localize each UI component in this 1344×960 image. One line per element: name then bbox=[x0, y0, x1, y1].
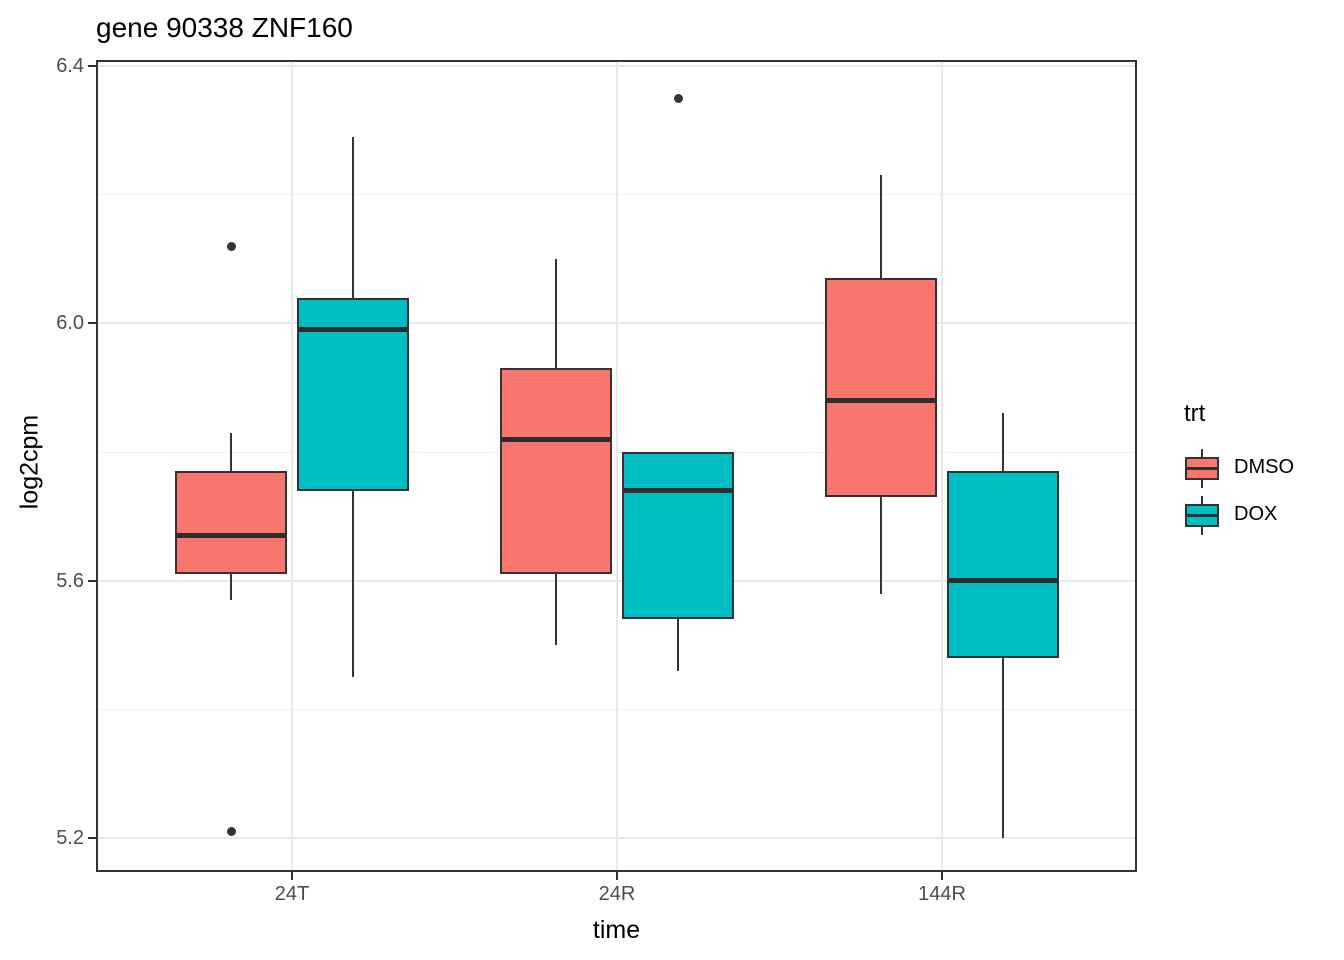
boxplot-box-24R-DMSO bbox=[500, 368, 612, 575]
x-tick-label-24T: 24T bbox=[274, 883, 310, 905]
whisker-upper-24R-DMSO bbox=[555, 259, 557, 369]
gridline-major-x-24T bbox=[291, 60, 293, 872]
whisker-upper-24T-DOX bbox=[352, 136, 354, 298]
x-tick-label-24R: 24R bbox=[598, 883, 636, 905]
legend-title: trt bbox=[1184, 400, 1206, 427]
legend-key-whisker-bottom bbox=[1201, 526, 1203, 535]
median-line-24R-DOX bbox=[624, 488, 732, 494]
y-tick-6.0 bbox=[88, 322, 96, 325]
y-tick-label-6.0: 6.0 bbox=[56, 312, 84, 335]
whisker-lower-24T-DMSO bbox=[230, 574, 232, 600]
gridline-major-x-144R bbox=[941, 60, 943, 872]
whisker-lower-24T-DOX bbox=[352, 490, 354, 678]
y-tick-5.2 bbox=[88, 837, 96, 839]
legend-entry-DMSO: DMSO bbox=[1178, 444, 1294, 491]
legend-key-whisker-top bbox=[1201, 495, 1203, 504]
x-tick-24R bbox=[616, 872, 618, 880]
y-tick-5.6 bbox=[88, 579, 96, 582]
boxplot-box-24R-DOX bbox=[622, 452, 734, 620]
median-line-144R-DMSO bbox=[827, 398, 935, 404]
whisker-upper-144R-DOX bbox=[1002, 413, 1004, 472]
y-tick-label-5.2: 5.2 bbox=[56, 827, 84, 849]
x-tick-144R bbox=[941, 872, 943, 880]
y-tick-label-5.6: 5.6 bbox=[56, 569, 84, 592]
legend-label-DMSO: DMSO bbox=[1234, 456, 1294, 478]
whisker-upper-144R-DMSO bbox=[880, 175, 882, 279]
legend-key-DMSO bbox=[1184, 447, 1220, 489]
legend-key-whisker-bottom bbox=[1201, 479, 1203, 488]
boxplot-box-24T-DOX bbox=[297, 297, 409, 491]
outlier-point-24T-DMSO bbox=[226, 827, 236, 837]
legend-entry-DOX: DOX bbox=[1178, 491, 1294, 538]
whisker-upper-24T-DMSO bbox=[230, 432, 232, 472]
legend-label-DOX: DOX bbox=[1234, 503, 1278, 525]
median-line-24T-DOX bbox=[299, 327, 407, 333]
y-tick-6.4 bbox=[88, 65, 96, 67]
x-tick-24T bbox=[291, 872, 293, 880]
x-axis-title: time bbox=[592, 916, 641, 944]
boxplot-box-24T-DMSO bbox=[175, 471, 287, 575]
whisker-lower-144R-DOX bbox=[1002, 657, 1004, 838]
boxplot-box-144R-DMSO bbox=[825, 278, 937, 498]
y-tick-label-6.4: 6.4 bbox=[56, 55, 84, 77]
y-axis-title: log2cpm bbox=[15, 414, 44, 510]
whisker-lower-24R-DOX bbox=[677, 619, 679, 671]
median-line-144R-DOX bbox=[949, 578, 1057, 584]
outlier-point-24T-DMSO bbox=[226, 241, 236, 251]
x-tick-label-144R: 144R bbox=[918, 883, 966, 905]
legend-key-median bbox=[1185, 466, 1219, 470]
legend: trt DMSO DOX bbox=[1178, 400, 1294, 538]
gridline-major-x-24R bbox=[616, 60, 618, 872]
whisker-lower-144R-DMSO bbox=[880, 497, 882, 594]
chart-title: gene 90338 ZNF160 bbox=[96, 12, 353, 43]
plot-panel bbox=[96, 60, 1137, 872]
legend-rows: DMSO DOX bbox=[1178, 444, 1294, 538]
legend-key-whisker-top bbox=[1201, 448, 1203, 457]
legend-key-DOX bbox=[1184, 494, 1220, 536]
median-line-24T-DMSO bbox=[177, 533, 285, 539]
whisker-lower-24R-DMSO bbox=[555, 574, 557, 645]
legend-key-median bbox=[1185, 513, 1219, 517]
boxplot-box-144R-DOX bbox=[947, 471, 1059, 658]
outlier-point-24R-DOX bbox=[673, 93, 683, 103]
median-line-24R-DMSO bbox=[502, 436, 610, 442]
